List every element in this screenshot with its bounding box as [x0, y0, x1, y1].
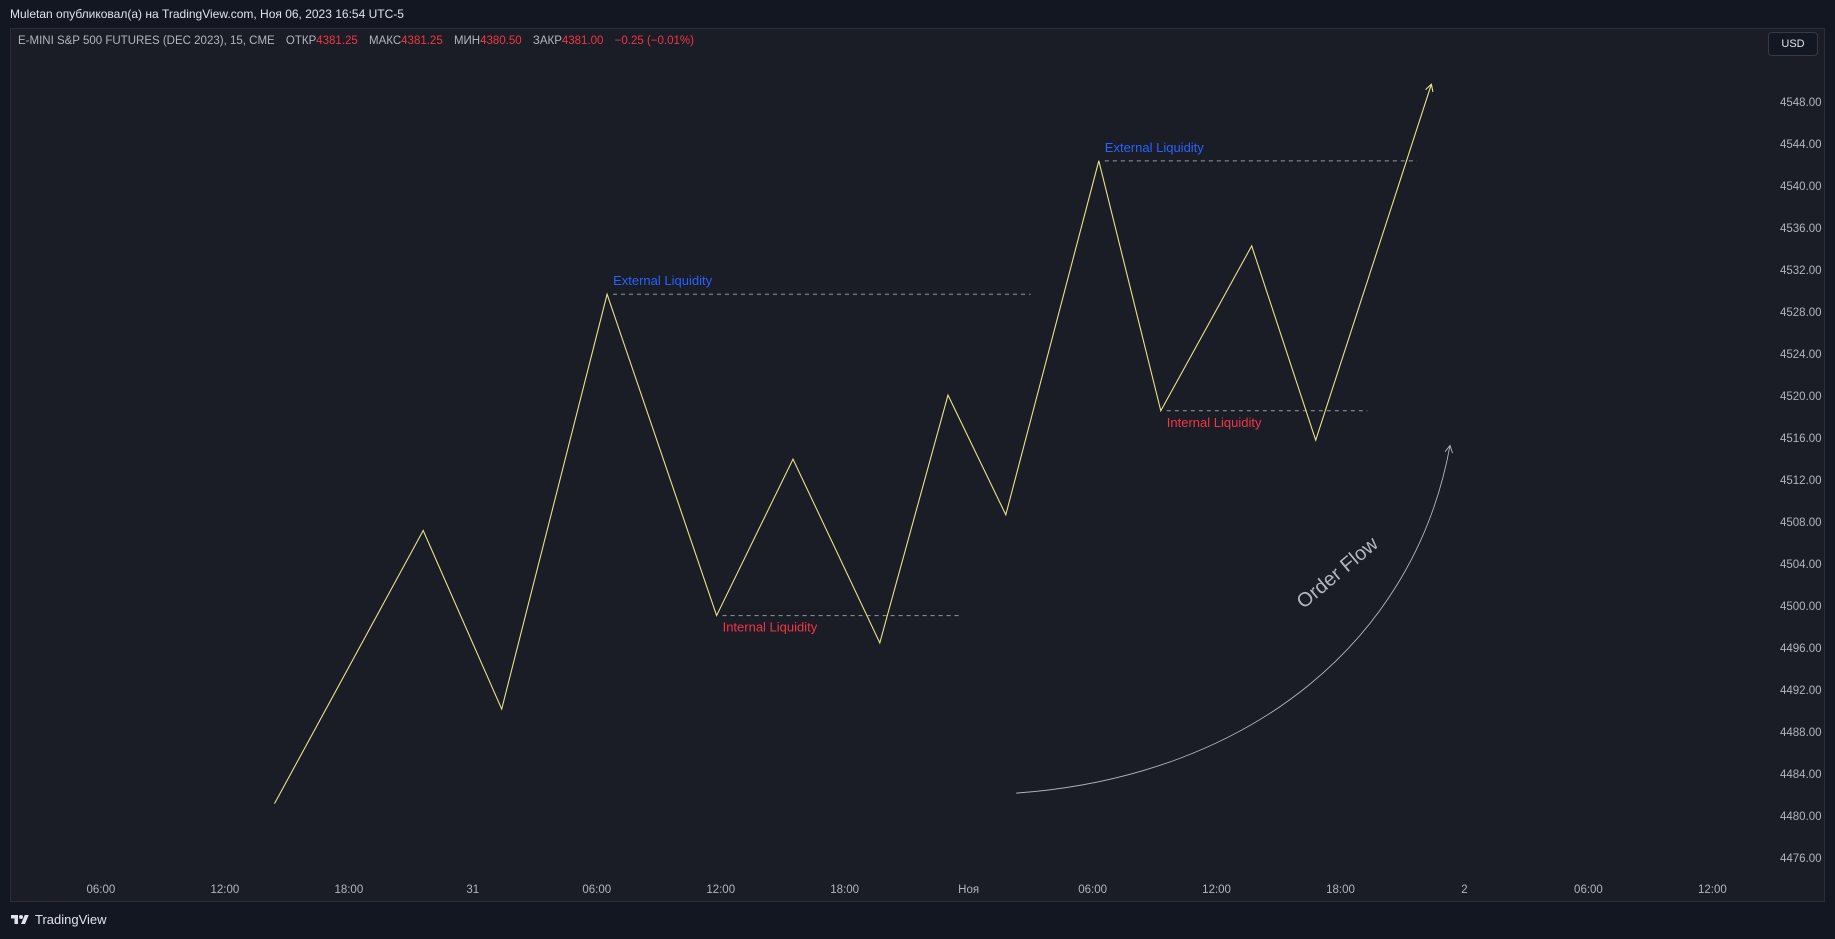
brand-name: TradingView — [35, 912, 107, 927]
external-liquidity-label: External Liquidity — [613, 273, 712, 288]
x-tick-label: 2 — [1461, 884, 1467, 896]
low-label: МИН — [453, 35, 481, 47]
low-value: 4380.50 — [480, 35, 522, 47]
close-label: ЗАКР — [532, 35, 562, 47]
y-tick-label: 4544.00 — [1780, 139, 1822, 151]
liquidity-labels: External Liquidity Internal Liquidity Exte… — [613, 140, 1262, 635]
x-tick-label: Ноя — [958, 884, 979, 896]
x-tick-label: 18:00 — [334, 884, 363, 896]
order-flow-curve — [1016, 445, 1451, 794]
y-tick-label: 4508.00 — [1780, 517, 1822, 529]
order-flow-arrow-head — [1444, 444, 1453, 454]
y-axis[interactable]: 4548.00 4544.00 4540.00 4536.00 4532.00 4528.… — [1780, 97, 1822, 865]
footer — [0, 902, 1835, 939]
y-tick-label: 4516.00 — [1780, 433, 1822, 445]
price-arrow-head — [1425, 83, 1434, 93]
y-tick-label: 4488.00 — [1780, 727, 1822, 739]
open-label: ОТКР — [285, 35, 317, 47]
order-flow-label: Order Flow — [1293, 532, 1383, 613]
open-value: 4381.25 — [316, 35, 358, 47]
internal-liquidity-label: Internal Liquidity — [723, 620, 818, 635]
close-value: 4381.00 — [561, 35, 604, 47]
y-tick-label: 4512.00 — [1780, 475, 1822, 487]
publish-info: Muletan опубликовал(а) на TradingView.co… — [10, 7, 404, 21]
external-liquidity-label: External Liquidity — [1105, 140, 1204, 155]
x-tick-label: 12:00 — [1698, 884, 1727, 896]
y-tick-label: 4520.00 — [1780, 391, 1822, 403]
x-tick-label: 06:00 — [1574, 884, 1603, 896]
publish-header: Muletan опубликовал(а) на TradingView.co… — [0, 0, 1835, 28]
order-flow-annotation: Order Flow — [1016, 444, 1453, 794]
y-tick-label: 4532.00 — [1780, 265, 1822, 277]
x-tick-label: 12:00 — [1202, 884, 1231, 896]
y-tick-label: 4528.00 — [1780, 307, 1822, 319]
x-tick-label: 06:00 — [87, 884, 116, 896]
x-tick-label: 06:00 — [1078, 884, 1107, 896]
y-tick-label: 4548.00 — [1780, 97, 1822, 109]
y-tick-label: 4536.00 — [1780, 223, 1822, 235]
high-label: МАКС — [369, 35, 402, 47]
y-tick-label: 4496.00 — [1780, 643, 1822, 655]
x-tick-label: 31 — [466, 884, 479, 896]
y-tick-label: 4500.00 — [1780, 601, 1822, 613]
y-tick-label: 4524.00 — [1780, 349, 1822, 361]
x-tick-label: 12:00 — [706, 884, 735, 896]
y-tick-label: 4484.00 — [1780, 769, 1822, 781]
x-axis[interactable]: 06:00 12:00 18:00 31 06:00 12:00 18:00 Ноя 06:00… — [87, 884, 1727, 896]
price-line — [274, 84, 1432, 804]
high-value: 4381.25 — [401, 35, 443, 47]
x-tick-label: 12:00 — [210, 884, 239, 896]
y-tick-label: 4504.00 — [1780, 559, 1822, 571]
y-tick-label: 4540.00 — [1780, 181, 1822, 193]
currency-button[interactable]: USD — [1768, 32, 1818, 56]
y-tick-label: 4476.00 — [1780, 853, 1822, 865]
x-tick-label: 06:00 — [582, 884, 611, 896]
tradingview-brand[interactable]: TradingView — [10, 912, 107, 927]
y-tick-label: 4480.00 — [1780, 811, 1822, 823]
internal-liquidity-label: Internal Liquidity — [1167, 415, 1262, 430]
x-tick-label: 18:00 — [830, 884, 859, 896]
symbol-legend: E-MINI S&P 500 FUTURES (DEC 2023), 15, C… — [18, 35, 694, 47]
change-value: −0.25 (−0.01%) — [614, 35, 694, 47]
tradingview-logo-icon — [11, 914, 29, 924]
chart-pane[interactable] — [10, 28, 1825, 902]
x-tick-label: 18:00 — [1326, 884, 1355, 896]
y-tick-label: 4492.00 — [1780, 685, 1822, 697]
liquidity-levels — [613, 160, 1417, 617]
symbol-name[interactable]: E-MINI S&P 500 FUTURES (DEC 2023), 15, C… — [18, 35, 275, 47]
